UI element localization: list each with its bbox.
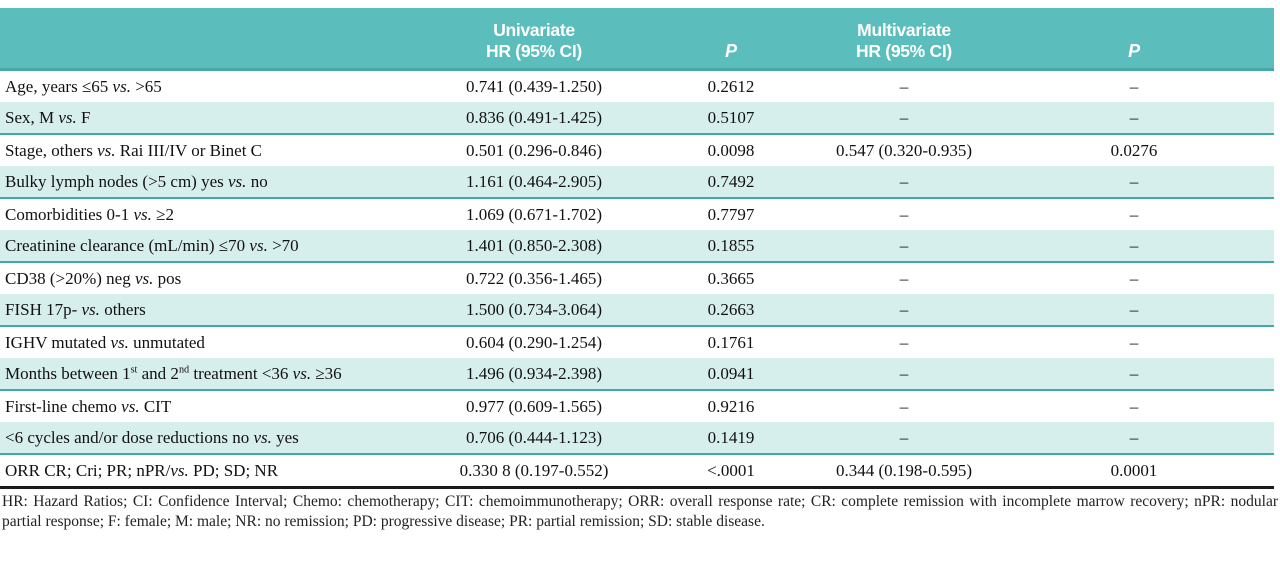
univariate-hr-cell: 0.836 (0.491-1.425) bbox=[420, 102, 648, 135]
row-label-cell: ORR CR; Cri; PR; nPR/vs. PD; SD; NR bbox=[5, 460, 279, 480]
table-row: Comorbidities 0-1 vs. ≥2 1.069 (0.671-1.… bbox=[0, 198, 1274, 230]
multivariate-p-cell: – bbox=[994, 358, 1274, 391]
multivariate-hr-cell: – bbox=[899, 76, 909, 96]
row-label-cell: FISH 17p- vs. others bbox=[0, 294, 420, 327]
table-row: Age, years ≤65 vs. >65 0.741 (0.439-1.25… bbox=[0, 70, 1274, 103]
multivariate-hr-cell: – bbox=[899, 204, 909, 224]
row-label-cell: Bulky lymph nodes (>5 cm) yes vs. no bbox=[0, 166, 420, 199]
table-row: Bulky lymph nodes (>5 cm) yes vs. no 1.1… bbox=[0, 166, 1274, 199]
multivariate-p-cell: – bbox=[1129, 396, 1139, 416]
multivariate-hr-cell: – bbox=[814, 358, 994, 391]
univariate-hr-cell: 0.741 (0.439-1.250) bbox=[466, 76, 602, 96]
row-label-cell: Creatinine clearance (mL/min) ≤70 vs. >7… bbox=[0, 230, 420, 263]
multivariate-hr-cell: – bbox=[814, 102, 994, 135]
multivariate-p-cell: – bbox=[994, 422, 1274, 455]
multivariate-hr-cell: – bbox=[814, 230, 994, 263]
table-row: First-line chemo vs. CIT 0.977 (0.609-1.… bbox=[0, 390, 1274, 422]
row-label-cell: Comorbidities 0-1 vs. ≥2 bbox=[5, 204, 174, 224]
table-row: Creatinine clearance (mL/min) ≤70 vs. >7… bbox=[0, 230, 1274, 263]
row-label-cell: Sex, M vs. F bbox=[0, 102, 420, 135]
multivariate-p-cell: – bbox=[1129, 204, 1139, 224]
univariate-hr-cell: 0.604 (0.290-1.254) bbox=[466, 332, 602, 352]
univariate-hr-cell: 0.977 (0.609-1.565) bbox=[466, 396, 602, 416]
univariate-p-cell: 0.7492 bbox=[648, 166, 814, 199]
multivariate-p-cell: – bbox=[1129, 76, 1139, 96]
univariate-hr-cell: 1.069 (0.671-1.702) bbox=[466, 204, 602, 224]
multivariate-hr-cell: 0.547 (0.320-0.935) bbox=[836, 140, 972, 160]
header-row: Univariate HR (95% CI) P Multivariate HR… bbox=[0, 8, 1274, 71]
table-row: Stage, others vs. Rai III/IV or Binet C … bbox=[0, 134, 1274, 166]
multivariate-hr-cell: – bbox=[814, 166, 994, 199]
multivariate-hr-cell: – bbox=[814, 294, 994, 327]
multivariate-header-line1: Multivariate bbox=[857, 20, 951, 40]
univariate-header-line1: Univariate bbox=[493, 20, 575, 40]
table-row: Sex, M vs. F 0.836 (0.491-1.425) 0.5107 … bbox=[0, 102, 1274, 135]
table-row: CD38 (>20%) neg vs. pos 0.722 (0.356-1.4… bbox=[0, 262, 1274, 294]
multivariate-p-cell: – bbox=[1129, 268, 1139, 288]
col-header-variable bbox=[0, 8, 420, 71]
multivariate-hr-cell: – bbox=[899, 268, 909, 288]
multivariate-p-cell: – bbox=[1129, 332, 1139, 352]
univariate-p-cell: 0.2663 bbox=[648, 294, 814, 327]
univariate-p-cell: 0.1855 bbox=[648, 230, 814, 263]
table-row: FISH 17p- vs. others 1.500 (0.734-3.064)… bbox=[0, 294, 1274, 327]
multivariate-hr-cell: – bbox=[899, 332, 909, 352]
univariate-hr-cell: 1.500 (0.734-3.064) bbox=[420, 294, 648, 327]
univariate-p-cell: 0.3665 bbox=[707, 268, 755, 288]
table-row: Months between 1st and 2nd treatment <36… bbox=[0, 358, 1274, 391]
univariate-p-cell: 0.2612 bbox=[707, 76, 755, 96]
multivariate-p-cell: – bbox=[994, 102, 1274, 135]
multivariate-hr-cell: – bbox=[814, 422, 994, 455]
multivariate-p-cell: – bbox=[994, 230, 1274, 263]
row-label-cell: Stage, others vs. Rai III/IV or Binet C bbox=[5, 140, 263, 160]
col-header-multivariate-hr: Multivariate HR (95% CI) bbox=[814, 8, 994, 71]
univariate-p-cell: 0.9216 bbox=[707, 396, 755, 416]
row-label-cell: Months between 1st and 2nd treatment <36… bbox=[0, 358, 420, 391]
table-body: Age, years ≤65 vs. >65 0.741 (0.439-1.25… bbox=[0, 70, 1274, 488]
univariate-p-cell: 0.1419 bbox=[648, 422, 814, 455]
row-label-cell: First-line chemo vs. CIT bbox=[5, 396, 172, 416]
col-header-multivariate-p: P bbox=[994, 8, 1274, 71]
cox-regression-table-panel: Univariate HR (95% CI) P Multivariate HR… bbox=[0, 8, 1278, 530]
univariate-hr-cell: 1.161 (0.464-2.905) bbox=[420, 166, 648, 199]
row-label-cell: IGHV mutated vs. unmutated bbox=[5, 332, 205, 352]
univariate-hr-cell: 1.401 (0.850-2.308) bbox=[420, 230, 648, 263]
row-label-cell: CD38 (>20%) neg vs. pos bbox=[5, 268, 182, 288]
table-header: Univariate HR (95% CI) P Multivariate HR… bbox=[0, 8, 1274, 71]
multivariate-hr-cell: – bbox=[899, 396, 909, 416]
col-header-univariate-p: P bbox=[648, 8, 814, 71]
univariate-p-cell: 0.1761 bbox=[707, 332, 755, 352]
row-label-cell: Age, years ≤65 vs. >65 bbox=[5, 76, 162, 96]
multivariate-p-cell: – bbox=[994, 166, 1274, 199]
multivariate-header-line2: HR (95% CI) bbox=[856, 41, 952, 61]
univariate-p-cell: 0.0098 bbox=[707, 140, 755, 160]
row-label-cell: <6 cycles and/or dose reductions no vs. … bbox=[0, 422, 420, 455]
univariate-p-cell: 0.0941 bbox=[648, 358, 814, 391]
table-row: IGHV mutated vs. unmutated 0.604 (0.290-… bbox=[0, 326, 1274, 358]
univariate-hr-cell: 0.501 (0.296-0.846) bbox=[466, 140, 602, 160]
univariate-header-line2: HR (95% CI) bbox=[486, 41, 582, 61]
univariate-p-cell: 0.5107 bbox=[648, 102, 814, 135]
hazard-ratio-table: Univariate HR (95% CI) P Multivariate HR… bbox=[0, 8, 1274, 489]
table-row: <6 cycles and/or dose reductions no vs. … bbox=[0, 422, 1274, 455]
table-row: ORR CR; Cri; PR; nPR/vs. PD; SD; NR 0.33… bbox=[0, 454, 1274, 488]
table-footnote: HR: Hazard Ratios; CI: Confidence Interv… bbox=[2, 493, 1278, 530]
univariate-hr-cell: 0.722 (0.356-1.465) bbox=[466, 268, 602, 288]
univariate-p-cell: <.0001 bbox=[707, 460, 755, 480]
multivariate-hr-cell: 0.344 (0.198-0.595) bbox=[836, 460, 972, 480]
univariate-hr-cell: 0.330 8 (0.197-0.552) bbox=[459, 460, 609, 480]
col-header-univariate-hr: Univariate HR (95% CI) bbox=[420, 8, 648, 71]
multivariate-p-cell: – bbox=[994, 294, 1274, 327]
multivariate-p-cell: 0.0276 bbox=[1110, 140, 1158, 160]
univariate-hr-cell: 0.706 (0.444-1.123) bbox=[420, 422, 648, 455]
multivariate-p-cell: 0.0001 bbox=[1110, 460, 1158, 480]
univariate-hr-cell: 1.496 (0.934-2.398) bbox=[420, 358, 648, 391]
univariate-p-cell: 0.7797 bbox=[707, 204, 755, 224]
